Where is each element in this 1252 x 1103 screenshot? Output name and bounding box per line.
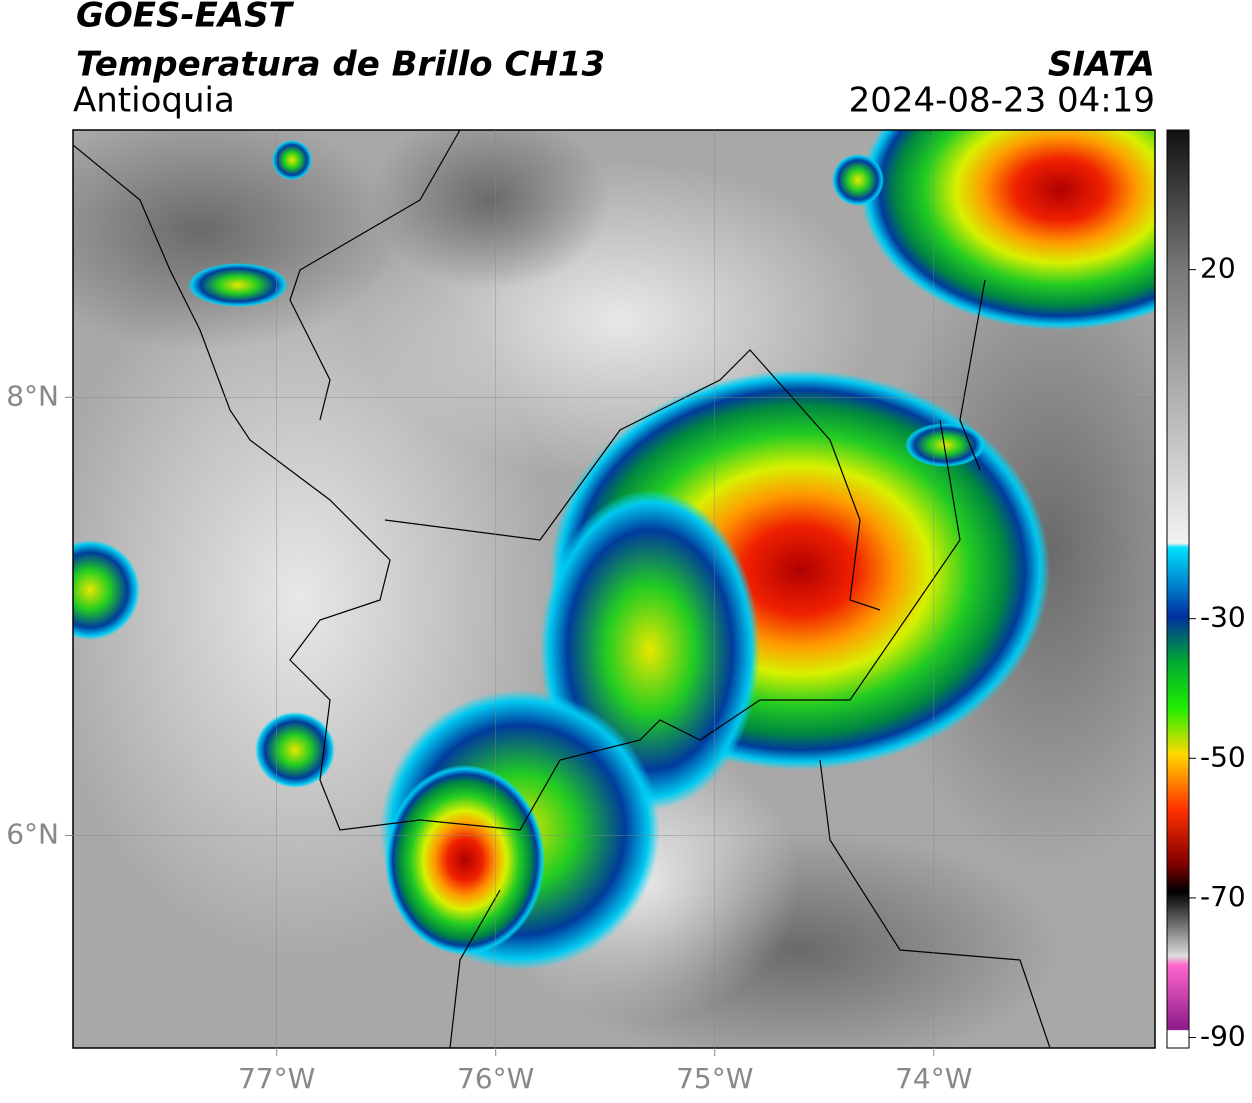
y-tick-label: 8°N xyxy=(6,379,59,412)
region: Antioquia xyxy=(73,81,235,121)
borders xyxy=(73,130,1051,1048)
colorbar-label: 20 xyxy=(1200,252,1236,285)
colorbar xyxy=(1166,129,1190,1049)
datetime: 2024-08-23 04:19 xyxy=(849,81,1155,121)
x-tick-label: 76°W xyxy=(457,1062,534,1095)
colorbar-label: -50 xyxy=(1200,740,1246,773)
map-frame xyxy=(72,129,1156,1049)
satellite-title: GOES-EAST xyxy=(76,0,295,36)
colorbar-label: -90 xyxy=(1200,1020,1246,1053)
product-title: Temperatura de Brillo CH13 xyxy=(76,45,605,85)
x-tick-label: 75°W xyxy=(676,1062,753,1095)
colorbar-label: -70 xyxy=(1200,880,1246,913)
colorbar-label: -30 xyxy=(1200,601,1246,634)
y-tick-label: 6°N xyxy=(6,817,59,850)
x-tick-label: 77°W xyxy=(238,1062,315,1095)
source: SIATA xyxy=(1048,45,1155,85)
x-tick-label: 74°W xyxy=(895,1062,972,1095)
satellite-image xyxy=(73,130,1155,1048)
